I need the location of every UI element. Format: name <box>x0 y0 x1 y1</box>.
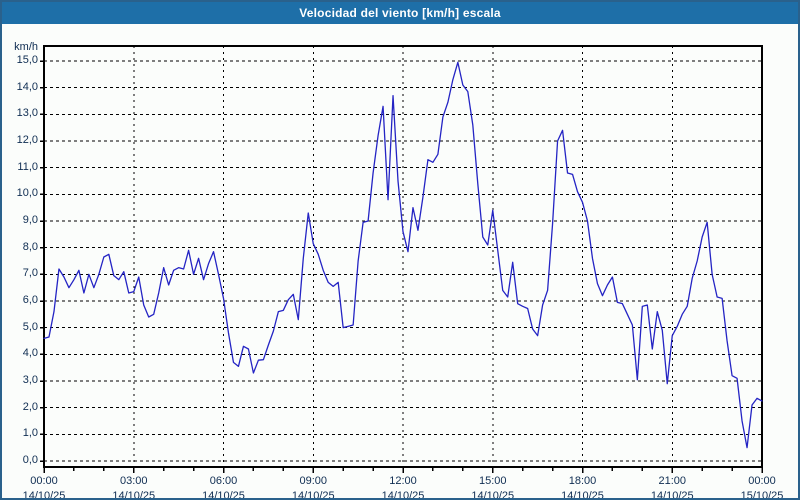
y-tick-label: 7,0 <box>22 267 38 280</box>
y-tick-label: 0,0 <box>22 454 38 466</box>
plot-border <box>43 45 763 468</box>
x-tick-time: 03:00 <box>119 475 148 487</box>
title-bar: Velocidad del viento [km/h] escala <box>2 2 798 24</box>
plot-area <box>40 45 763 473</box>
y-tick-label: 11,0 <box>17 160 38 173</box>
x-tick-date: 14/10/25 <box>471 490 515 500</box>
y-axis-unit-label: km/h <box>14 41 38 53</box>
y-tick-label: 5,0 <box>22 320 38 333</box>
x-tick-time: 06:00 <box>209 475 238 487</box>
y-tick-label: 8,0 <box>22 240 38 253</box>
x-tick-date: 14/10/25 <box>650 490 694 500</box>
x-tick-time: 00:00 <box>748 475 776 487</box>
x-tick-date: 14/10/25 <box>381 490 425 500</box>
y-tick-label: 13,0 <box>16 107 38 120</box>
x-tick-time: 09:00 <box>299 475 328 487</box>
y-tick-label: 4,0 <box>22 347 38 360</box>
x-tick-date: 14/10/25 <box>22 490 66 500</box>
x-tick-date: 14/10/25 <box>291 490 335 500</box>
y-tick-label: 10,0 <box>16 187 38 200</box>
wind-speed-line <box>43 61 763 449</box>
x-tick-date: 14/10/25 <box>561 490 604 500</box>
x-tick-time: 15:00 <box>478 475 507 487</box>
x-tick-time: 12:00 <box>389 475 417 487</box>
y-tick-label: 15,0 <box>16 54 38 66</box>
plot-wrap: km/h 15,0 14,0 13,0 12,0 11,0 10,0 9,0 8,0 7,0 6,0… <box>2 24 798 498</box>
y-tick-label: 3,0 <box>22 374 38 386</box>
x-tick-time: 00:00 <box>30 475 58 487</box>
x-tick-date: 15/10/25 <box>740 490 784 500</box>
x-tick-date: 14/10/25 <box>202 490 245 500</box>
y-tick-label: 6,0 <box>22 294 38 306</box>
y-tick-label: 12,0 <box>16 134 38 146</box>
y-tick-label: 14,0 <box>16 80 38 93</box>
x-tick-time: 21:00 <box>658 475 687 487</box>
y-tick-label: 2,0 <box>22 400 38 413</box>
x-tick-date: 14/10/25 <box>112 490 156 500</box>
x-tick-time: 18:00 <box>568 475 597 487</box>
chart-title: Velocidad del viento [km/h] escala <box>299 6 501 20</box>
y-tick-label: 1,0 <box>22 427 38 440</box>
y-tick-label: 9,0 <box>22 214 38 226</box>
